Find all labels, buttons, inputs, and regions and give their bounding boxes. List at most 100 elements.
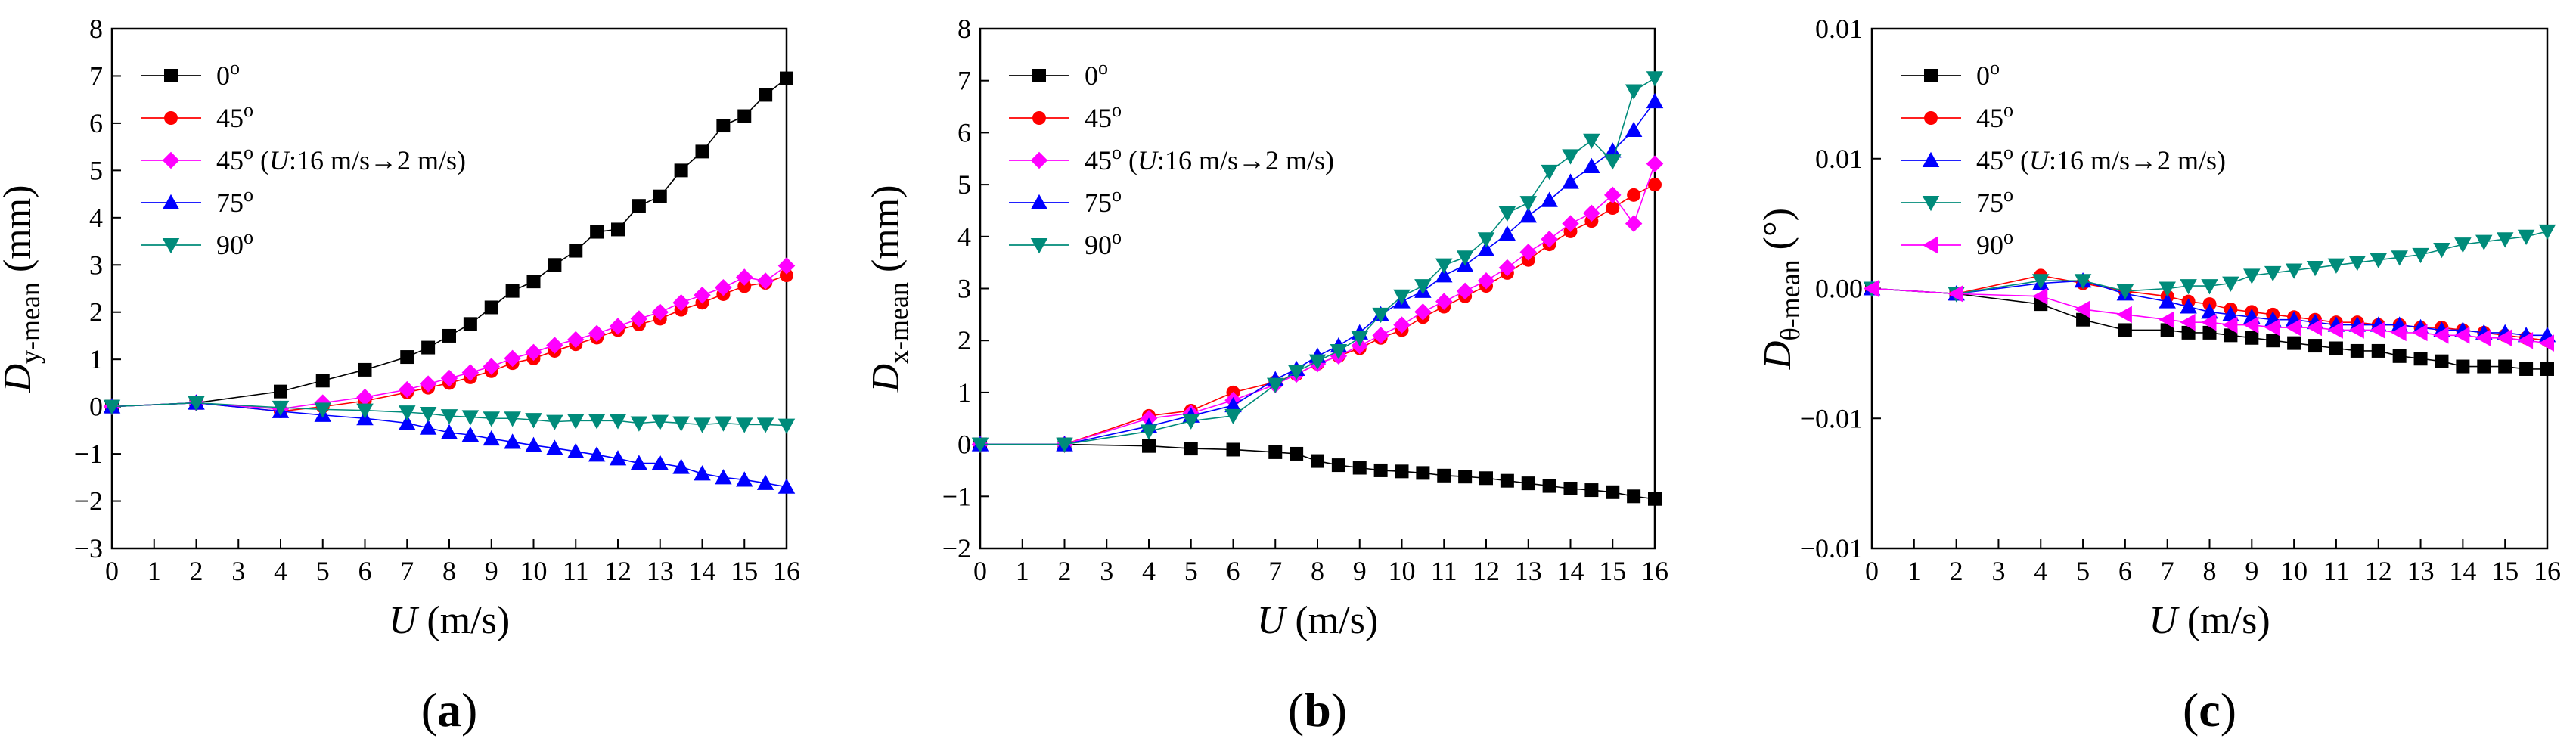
data-point [2519,362,2534,376]
y-tick-label: 0 [957,430,971,460]
data-point [274,384,287,399]
data-point [2266,334,2280,348]
data-point [504,433,521,449]
x-tick-label: 10 [2280,556,2308,586]
data-point [777,478,796,494]
x-tick-label: 4 [1142,556,1156,586]
data-point [1414,303,1432,321]
data-point [1477,232,1495,248]
y-tick-label: −3 [74,533,103,563]
data-point [1290,446,1304,461]
plot-frame [979,27,1656,550]
x-tick-label: 13 [1515,556,1542,586]
data-point [653,189,667,203]
data-point [1456,282,1474,300]
x-tick-label: 2 [1950,556,1963,586]
data-point [759,88,773,102]
x-tick-label: 8 [1311,556,1324,586]
data-point [715,416,732,432]
data-point [777,418,796,434]
data-point [1395,464,1409,479]
data-point [103,399,121,415]
data-point [505,284,520,298]
data-point [399,380,416,399]
data-point [2201,313,2217,331]
data-point [2116,306,2132,324]
x-tick-label: 15 [731,556,758,586]
data-point [756,474,774,490]
x-tick-label: 11 [2323,556,2350,586]
data-point [2496,232,2514,248]
data-point [1372,327,1389,344]
data-point [736,417,753,433]
x-tick-label: 11 [563,556,589,586]
data-point [1625,121,1643,137]
data-point [525,343,542,362]
data-point [1224,408,1242,425]
legend-label: 75o [1976,184,2013,218]
x-tick-label: 6 [2118,556,2132,586]
series-4 [103,396,796,434]
data-point [1184,442,1198,456]
legend-marker [1922,151,1940,167]
data-point [2475,329,2491,347]
data-point [2456,359,2470,374]
data-point [1583,204,1600,222]
data-point [715,469,732,485]
x-tick-label: 1 [1016,556,1029,586]
chart-panel-b: 0 1 2 3 4 5 6 7 8 9 10 11 12 13 14 15 16−2−10123456780o4… [864,14,1668,737]
data-point [2222,306,2239,321]
legend: 0o 45o 45o (U:16 m/s→2 m/s) 75o 90o [1009,57,1334,260]
data-point [2475,234,2493,250]
data-point [2327,258,2345,274]
y-tick-label: 5 [89,155,103,185]
data-point [546,337,563,354]
data-point [419,375,437,393]
data-point [2498,359,2512,374]
data-point [609,450,627,466]
data-point [1287,365,1305,380]
data-point [2285,318,2301,337]
data-point [2287,336,2301,350]
data-point [2454,327,2470,344]
data-point [2308,339,2323,353]
x-tick-label: 14 [2449,556,2476,586]
x-tick-label: 10 [520,556,548,586]
data-point [461,410,480,426]
data-point [1562,215,1579,232]
x-tick-label: 7 [1268,556,1282,586]
y-tick-label: 8 [957,14,971,44]
series-2 [971,155,1664,453]
data-point [1606,201,1620,216]
data-point [356,388,374,406]
legend-marker [1924,111,1938,125]
data-point [2348,256,2367,272]
data-point [2435,354,2449,368]
x-tick-label: 2 [1058,556,1072,586]
data-point [504,411,521,427]
data-point [1477,272,1495,290]
data-point [2392,349,2407,363]
data-point [1414,279,1432,295]
data-point [632,199,646,213]
x-tick-label: 12 [1473,556,1500,586]
data-point [567,442,585,458]
data-point [419,419,437,435]
data-point [2285,263,2303,279]
y-tick-label: 2 [89,297,103,327]
data-point [1519,196,1537,212]
data-point [463,317,477,331]
data-point [2306,318,2323,337]
y-tick-label: 6 [89,108,103,138]
data-point [2224,328,2238,343]
data-point [2264,265,2282,282]
x-tick-label: 4 [274,556,287,586]
data-point [2370,321,2385,339]
data-point [1056,437,1073,453]
legend-label: 45o (U:16 m/s→2 m/s) [1976,141,2226,175]
data-point [2327,321,2343,339]
x-tick-label: 0 [973,556,987,586]
data-point [1458,470,1473,484]
data-point [2160,323,2174,337]
